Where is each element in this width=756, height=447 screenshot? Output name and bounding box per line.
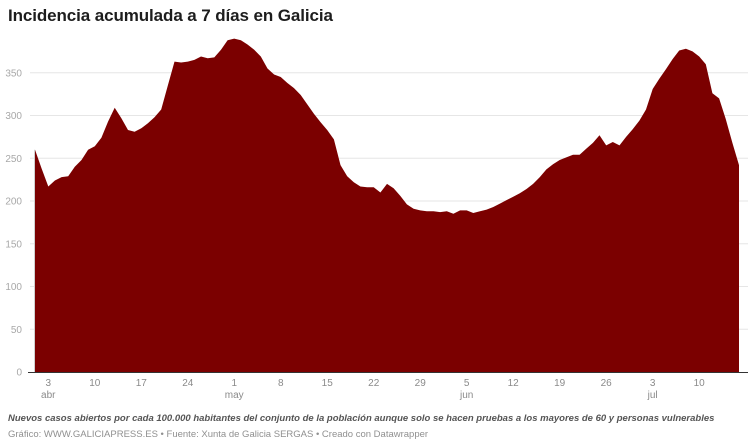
y-tick-label: 0 <box>16 368 22 379</box>
y-tick-label: 300 <box>5 111 22 122</box>
x-tick-label: 22 <box>368 378 380 389</box>
chart-title: Incidencia acumulada a 7 días en Galicia <box>8 6 333 25</box>
x-tick-label: 1 <box>231 378 237 389</box>
x-tick-month: may <box>225 390 244 401</box>
x-tick-month: abr <box>41 390 56 401</box>
y-tick-label: 50 <box>11 325 23 336</box>
x-tick-label: 26 <box>601 378 613 389</box>
x-tick-label: 10 <box>89 378 101 389</box>
x-tick-month: jul <box>647 390 658 401</box>
y-tick-label: 100 <box>5 282 22 293</box>
x-tick-label: 3 <box>46 378 52 389</box>
y-tick-label: 150 <box>5 239 22 250</box>
x-tick-label: 29 <box>415 378 427 389</box>
x-tick-label: 10 <box>694 378 706 389</box>
y-tick-label: 200 <box>5 197 22 208</box>
x-tick-label: 5 <box>464 378 470 389</box>
x-tick-label: 15 <box>322 378 334 389</box>
x-tick-label: 17 <box>136 378 148 389</box>
y-tick-label: 350 <box>5 68 22 79</box>
x-tick-month: jun <box>459 390 473 401</box>
chart-note: Nuevos casos abiertos por cada 100.000 h… <box>8 413 715 424</box>
x-tick-label: 3 <box>650 378 656 389</box>
incidence-area <box>35 38 739 372</box>
y-axis-ticks: 0 50 100 150 200 250 300 350 <box>5 68 22 378</box>
x-tick-label: 12 <box>508 378 520 389</box>
chart-source: Gráfico: WWW.GALICIAPRESS.ES • Fuente: X… <box>8 429 429 440</box>
y-tick-label: 250 <box>5 154 22 165</box>
x-tick-label: 19 <box>554 378 566 389</box>
x-tick-label: 24 <box>182 378 194 389</box>
x-tick-label: 8 <box>278 378 284 389</box>
